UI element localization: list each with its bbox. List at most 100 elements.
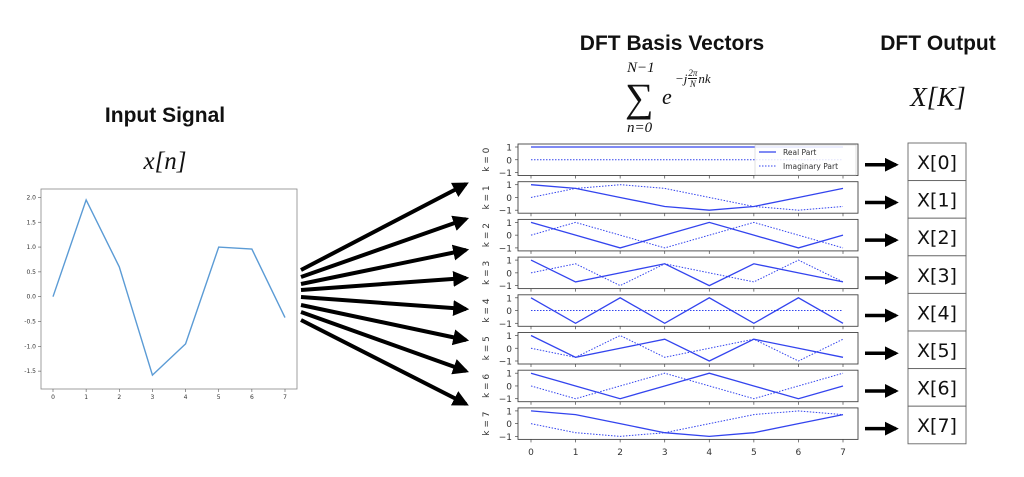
real-part-line-k4	[530, 297, 844, 325]
output-label-0: X[0]	[917, 152, 957, 174]
output-box-1	[907, 180, 967, 219]
subplot-label-k6: k = 6	[482, 374, 492, 398]
x-tick-label: 7	[283, 394, 287, 401]
y-tick-label: -1.5	[24, 368, 36, 375]
real-part-line-k6	[530, 372, 844, 400]
y-tick-label: 1	[506, 332, 512, 342]
real-part-line-k5	[530, 334, 844, 362]
exp-base: e	[662, 84, 672, 109]
arrow-icon	[300, 182, 469, 272]
fraction: 2π N	[688, 68, 698, 89]
y-tick-label: 0	[506, 307, 512, 317]
arrow-icon	[300, 318, 469, 406]
dft-formula: N−1 ∑ n=0 e −j 2π N nk	[625, 60, 755, 142]
imag-part-line-k2	[530, 221, 844, 249]
input-signal-symbol: x[n]	[143, 148, 187, 175]
y-tick-label: 1	[506, 370, 512, 380]
output-label-5: X[5]	[917, 340, 957, 362]
real-part-line-k1	[530, 184, 844, 211]
y-tick-label: 1	[506, 257, 512, 267]
subplot-label-k2: k = 2	[482, 223, 492, 247]
y-tick-label: 0	[506, 382, 512, 392]
y-tick-label: −1	[499, 207, 512, 217]
arrow-icon	[300, 295, 470, 317]
basis-subplot-frame-k5	[517, 332, 859, 365]
y-tick-label: 0	[506, 269, 512, 279]
output-label-7: X[7]	[917, 415, 957, 437]
arrow-icon	[300, 303, 470, 346]
y-tick-label: 0	[506, 194, 512, 204]
output-box-3	[907, 255, 967, 294]
sum-lower-limit: n=0	[627, 120, 653, 136]
x-tick-label: 0	[51, 394, 55, 401]
arrow-icon	[300, 215, 470, 279]
subplot-label-k3: k = 3	[482, 261, 492, 285]
dft-output-title: DFT Output	[880, 32, 996, 55]
subplot-label-k4: k = 4	[482, 298, 492, 322]
output-label-3: X[3]	[917, 265, 957, 287]
real-part-line-k3	[530, 259, 844, 287]
y-tick-label: −1	[499, 282, 512, 292]
fraction-denominator: N	[689, 79, 696, 89]
real-part-line-k7	[530, 410, 844, 438]
x-tick-label: 4	[184, 394, 188, 401]
arrow-icon	[300, 270, 470, 292]
sum-upper-limit: N−1	[627, 60, 655, 76]
x-tick-label: 4	[706, 448, 712, 458]
basis-subplot-frame-k3	[517, 256, 859, 290]
y-tick-label: 0	[506, 232, 512, 242]
arrow-icon	[300, 244, 470, 286]
y-tick-label: 1	[506, 181, 512, 191]
real-part-line-k2	[530, 221, 844, 249]
output-label-1: X[1]	[917, 190, 957, 212]
x-tick-label: 5	[751, 448, 757, 458]
x-tick-label: 1	[573, 448, 579, 458]
subplot-label-k0: k = 0	[482, 147, 492, 171]
y-tick-label: 1	[506, 219, 512, 229]
exponent-suffix: nk	[698, 70, 711, 86]
sum-symbol: ∑	[625, 75, 654, 120]
x-tick-label: 5	[217, 394, 221, 401]
exponent-prefix: −j	[675, 70, 688, 86]
output-box-5	[907, 330, 967, 370]
input-plot-frame	[40, 188, 298, 390]
y-tick-label: −1	[499, 169, 512, 179]
y-tick-label: -1.0	[24, 343, 36, 350]
y-tick-label: 1	[506, 294, 512, 304]
y-tick-label: 1.5	[26, 219, 36, 226]
y-tick-label: 0	[506, 156, 512, 166]
y-tick-label: 1	[506, 407, 512, 417]
arrow-icon	[300, 310, 470, 375]
y-tick-label: 1.0	[26, 244, 36, 251]
y-tick-label: −1	[499, 320, 512, 330]
x-tick-label: 2	[617, 448, 623, 458]
y-tick-label: −1	[499, 244, 512, 254]
input-signal-line	[52, 198, 286, 377]
output-box-0	[907, 142, 967, 182]
imag-part-line-k5	[530, 334, 844, 362]
x-tick-label: 6	[250, 394, 254, 401]
fraction-numerator: 2π	[688, 68, 698, 79]
x-tick-label: 0	[528, 448, 534, 458]
output-box-6	[907, 368, 967, 407]
imag-part-line-k3	[530, 259, 844, 287]
output-label-6: X[6]	[917, 378, 957, 400]
input-signal-title: Input Signal	[104, 104, 226, 127]
subplot-label-k5: k = 5	[482, 336, 492, 360]
y-tick-label: 0.0	[26, 294, 36, 301]
output-label-4: X[4]	[917, 302, 957, 324]
y-tick-label: −1	[499, 395, 512, 405]
x-tick-label: 6	[796, 448, 802, 458]
exponent: −j 2π N nk	[675, 68, 711, 89]
x-tick-label: 3	[662, 448, 668, 458]
x-tick-label: 2	[117, 394, 121, 401]
subplot-label-k7: k = 7	[482, 412, 492, 436]
output-label-2: X[2]	[917, 227, 957, 249]
output-box-7	[907, 405, 967, 445]
dft-output-symbol: X[K]	[910, 82, 966, 112]
subplot-label-k1: k = 1	[482, 185, 492, 209]
output-box-2	[907, 217, 967, 257]
y-tick-label: 0	[506, 420, 512, 430]
x-tick-label: 7	[840, 448, 846, 458]
